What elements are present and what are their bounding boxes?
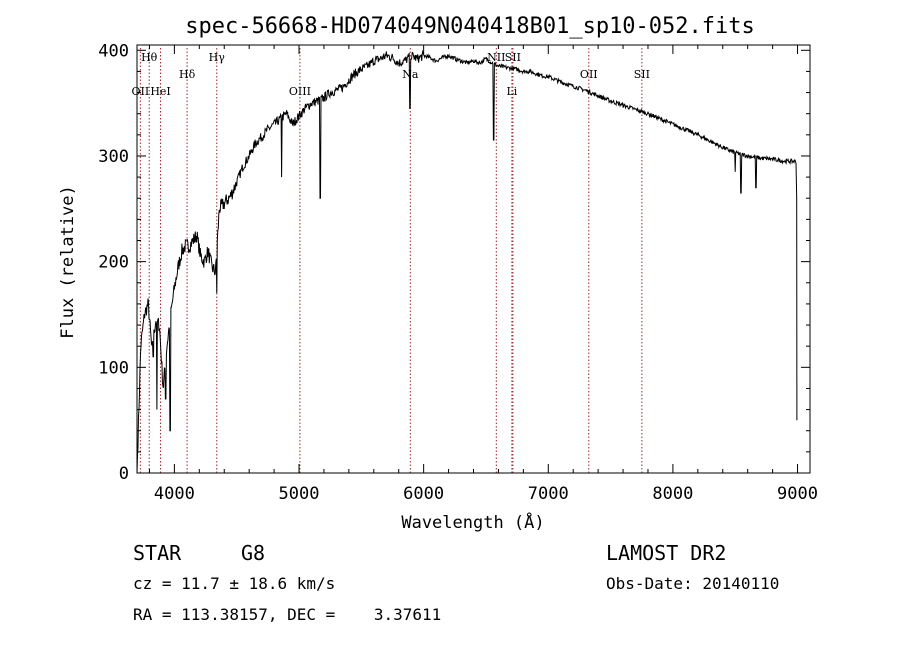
spectral-line-label: OIII [289, 85, 311, 98]
y-tick-label: 300 [98, 147, 129, 167]
spectral-line-label: Hθ [141, 51, 158, 64]
y-tick-label: 400 [98, 41, 129, 61]
survey-name: LAMOST DR2 [606, 541, 726, 565]
y-tick-label: 0 [119, 464, 129, 484]
x-axis-label: Wavelength (Å) [401, 511, 544, 533]
y-tick-label: 200 [98, 253, 129, 273]
x-tick-label: 9000 [777, 484, 818, 504]
coordinates: RA = 113.38157, DEC = 3.37611 [133, 605, 441, 624]
x-tick-label: 6000 [403, 484, 444, 504]
x-tick-label: 8000 [652, 484, 693, 504]
spectral-line-label: Hδ [179, 68, 196, 81]
y-axis-label: Flux (relative) [58, 185, 78, 339]
line-markers [139, 48, 643, 473]
observation-date: Obs-Date: 20140110 [606, 574, 779, 593]
spectrum-series-line [136, 49, 798, 474]
spectral-line-label: OII [132, 85, 150, 98]
plot-frame [136, 44, 811, 474]
redshift-info: cz = 11.7 ± 18.6 km/s [133, 574, 335, 593]
spectral-line-label: Li [506, 85, 517, 98]
object-type: STAR [133, 541, 182, 565]
spectral-line-label: Hγ [209, 51, 226, 64]
chart-title: spec-56668-HD074049N040418B01_sp10-052.f… [185, 14, 755, 39]
spectral-line-label: SII [634, 68, 650, 81]
x-tick-label: 4000 [154, 484, 195, 504]
x-tick-label: 7000 [528, 484, 569, 504]
spectral-line-label: HeI [150, 85, 170, 98]
x-axis: 4000 5000 6000 7000 8000 9000 [148, 45, 818, 504]
spectral-line-label: SII [505, 51, 521, 64]
spectral-subclass: G8 [241, 541, 265, 565]
spectral-line-label: NII [487, 51, 505, 64]
y-axis: 0 100 200 300 400 [98, 41, 810, 484]
x-tick-label: 5000 [279, 484, 320, 504]
spectral-line-label: OII [580, 68, 598, 81]
y-tick-label: 100 [98, 358, 129, 378]
